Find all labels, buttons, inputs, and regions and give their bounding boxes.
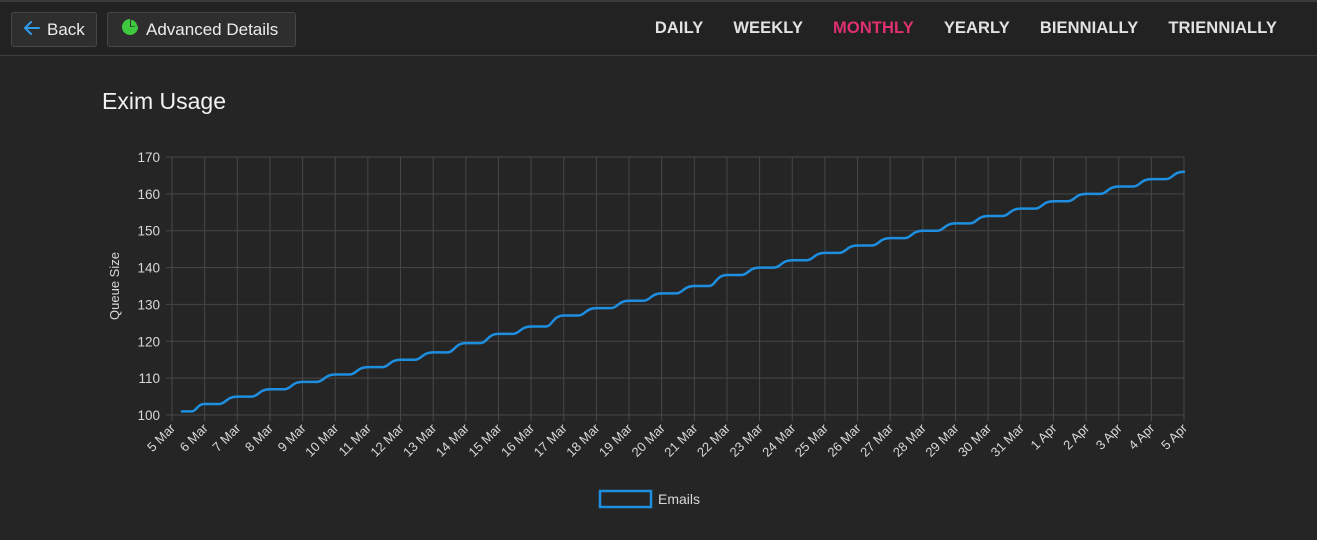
x-tick-label: 5 Mar	[144, 420, 179, 455]
x-tick-label: 7 Mar	[209, 420, 244, 455]
x-tick-label: 19 Mar	[596, 420, 636, 460]
x-tick-label: 18 Mar	[563, 420, 603, 460]
x-tick-label: 27 Mar	[857, 420, 897, 460]
x-tick-label: 16 Mar	[498, 420, 538, 460]
x-tick-label: 25 Mar	[792, 420, 832, 460]
pie-chart-icon	[121, 18, 146, 41]
page-title: Exim Usage	[102, 88, 226, 114]
y-tick-label: 170	[137, 150, 160, 165]
x-tick-label: 29 Mar	[922, 420, 962, 460]
legend-label: Emails	[658, 491, 700, 507]
tab-daily[interactable]: DAILY	[654, 19, 704, 37]
y-tick-label: 160	[137, 187, 160, 202]
tab-biennially[interactable]: BIENNIALLY	[1039, 19, 1139, 37]
y-tick-label: 140	[137, 261, 160, 276]
x-tick-label: 15 Mar	[465, 420, 505, 460]
x-tick-label: 2 Apr	[1060, 420, 1093, 453]
x-tick-label: 14 Mar	[433, 420, 473, 460]
series-line-emails	[180, 170, 1186, 413]
x-tick-label: 6 Mar	[177, 420, 212, 455]
x-tick-label: 24 Mar	[759, 420, 799, 460]
x-tick-label: 31 Mar	[988, 420, 1028, 460]
x-tick-label: 28 Mar	[890, 420, 930, 460]
tab-triennially[interactable]: TRIENNIALLY	[1168, 19, 1277, 37]
tab-weekly[interactable]: WEEKLY	[733, 19, 804, 37]
top-toolbar: Back Advanced Details DAILY WEEKLY MONTH…	[0, 0, 1317, 56]
y-tick-label: 110	[138, 371, 160, 386]
period-tabs: DAILY WEEKLY MONTHLY YEARLY BIENNIALLY T…	[655, 19, 1277, 38]
x-tick-label: 5 Apr	[1158, 420, 1191, 453]
back-button[interactable]: Back	[11, 12, 97, 47]
x-tick-label: 1 Apr	[1027, 420, 1060, 453]
y-tick-label: 150	[137, 224, 160, 239]
x-tick-label: 13 Mar	[400, 420, 440, 460]
x-tick-label: 11 Mar	[335, 420, 374, 459]
x-tick-label: 3 Apr	[1093, 420, 1126, 453]
y-tick-label: 100	[137, 408, 160, 423]
y-axis-title: Queue Size	[107, 252, 122, 320]
x-tick-label: 17 Mar	[531, 420, 571, 460]
x-tick-label: 20 Mar	[629, 420, 669, 460]
arrow-left-icon	[24, 20, 47, 40]
advanced-details-label: Advanced Details	[146, 19, 279, 39]
x-tick-label: 21 Mar	[661, 420, 701, 460]
tab-monthly[interactable]: MONTHLY	[833, 19, 914, 37]
x-tick-label: 8 Mar	[242, 420, 277, 455]
advanced-details-button[interactable]: Advanced Details	[107, 12, 296, 47]
x-tick-label: 26 Mar	[824, 420, 864, 460]
x-tick-label: 22 Mar	[694, 420, 734, 460]
tab-yearly[interactable]: YEARLY	[943, 19, 1010, 37]
x-tick-label: 10 Mar	[302, 420, 342, 460]
y-tick-label: 130	[137, 297, 160, 312]
x-tick-label: 23 Mar	[727, 420, 767, 460]
x-tick-label: 30 Mar	[955, 420, 995, 460]
x-tick-label: 12 Mar	[367, 420, 407, 460]
back-label: Back	[47, 19, 85, 39]
legend-swatch	[598, 489, 653, 509]
y-tick-label: 120	[137, 334, 160, 349]
x-tick-label: 4 Apr	[1125, 420, 1158, 453]
